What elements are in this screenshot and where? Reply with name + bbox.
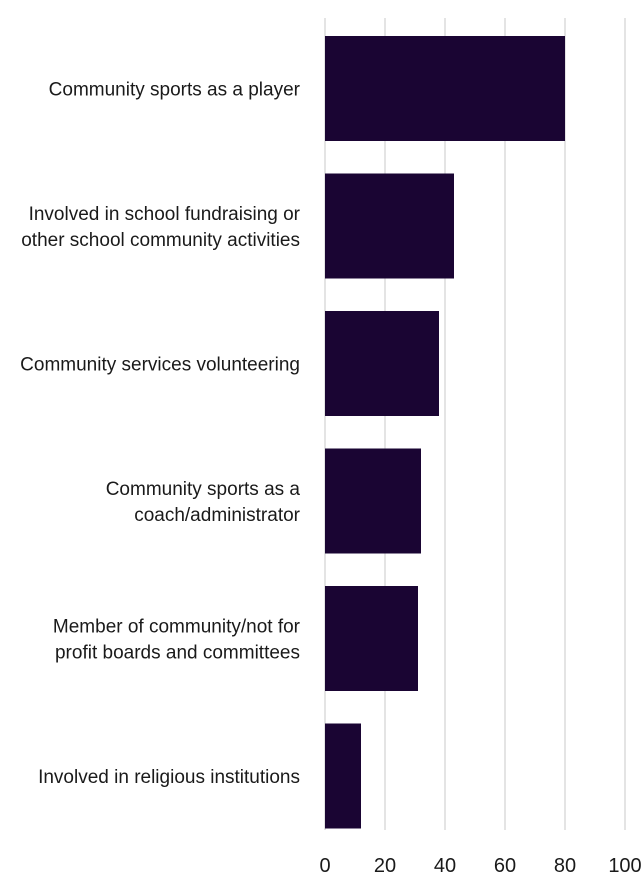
bar: [325, 448, 421, 554]
category-label-line: Member of community/not for: [53, 617, 301, 638]
category-label-line: Community sports as a: [106, 479, 301, 500]
bar: [325, 586, 418, 691]
category-label: Community sports as a coach/administrator: [106, 479, 301, 526]
category-label-line: Involved in religious institutions: [38, 767, 300, 788]
category-label-line: Community services volunteering: [20, 355, 300, 376]
x-tick-label: 20: [374, 855, 396, 877]
bars: [325, 36, 565, 829]
x-tick-label: 40: [434, 855, 456, 877]
bar: [325, 311, 439, 416]
gridlines: [324, 18, 626, 830]
category-label-line: coach/administrator: [134, 505, 300, 526]
x-tick-label: 0: [319, 855, 330, 877]
x-axis-tick-labels: 0 20 40 60 80 100: [319, 855, 641, 877]
bar: [325, 723, 361, 829]
category-label: Community sports as a player: [49, 80, 301, 101]
x-tick-label: 100: [608, 855, 641, 877]
category-label: Involved in school fundraising or other s…: [21, 204, 300, 251]
category-label: Member of community/not for profit boards…: [53, 617, 301, 664]
category-label-line: other school community activities: [21, 230, 300, 251]
category-labels: Community sports as a player Involved in …: [20, 80, 301, 789]
category-label-line: profit boards and committees: [55, 643, 300, 664]
category-label: Community services volunteering: [20, 355, 300, 376]
bar: [325, 36, 565, 141]
x-tick-label: 80: [554, 855, 576, 877]
category-label: Involved in religious institutions: [38, 767, 300, 788]
category-label-line: Community sports as a player: [49, 80, 301, 101]
category-label-line: Involved in school fundraising or: [29, 204, 301, 225]
x-tick-label: 60: [494, 855, 516, 877]
bar: [325, 173, 454, 279]
